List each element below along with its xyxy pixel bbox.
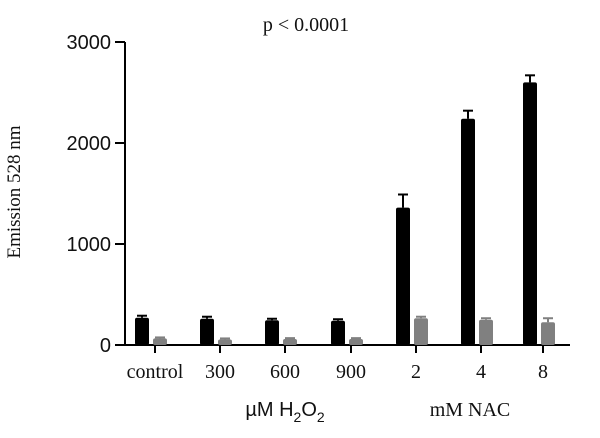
y-tick-label: 1000 — [67, 234, 112, 256]
bar-series-1 — [135, 317, 149, 345]
bar-series-1 — [396, 207, 410, 345]
bar-series-1 — [331, 320, 345, 345]
bars — [135, 74, 555, 346]
x-tick-label: 2 — [411, 361, 421, 383]
chart-title: p < 0.0001 — [263, 14, 349, 36]
bar-series-1 — [523, 82, 537, 346]
bar-series-2 — [414, 318, 428, 345]
y-tick-label: 3000 — [67, 32, 112, 54]
bar-series-1 — [461, 118, 475, 345]
x-tick-label: 900 — [336, 361, 366, 383]
x-tick-label: 300 — [205, 361, 235, 383]
y-tick-label: 0 — [100, 335, 111, 357]
bar-series-2 — [153, 338, 167, 345]
x-tick-label: 600 — [270, 361, 300, 383]
y-ticks: 0 1000 2000 3000 — [67, 32, 125, 357]
bar-series-2 — [283, 338, 297, 345]
bar-series-2 — [541, 322, 555, 345]
y-tick-label: 2000 — [67, 133, 112, 155]
x-tick-label: 4 — [476, 361, 486, 383]
bar-series-1 — [265, 320, 279, 345]
x-tick-labels: control 300 600 900 2 4 8 — [127, 345, 548, 383]
bar-series-2 — [218, 339, 232, 345]
bar-series-2 — [479, 319, 493, 345]
x-tick-label: 8 — [538, 361, 548, 383]
group-label-nac: mM NAC — [430, 399, 511, 421]
bar-series-2 — [349, 338, 363, 345]
x-tick-label: control — [127, 361, 184, 383]
bar-series-1 — [200, 318, 214, 345]
group-label-h2o2: µM H2O2 — [245, 399, 325, 425]
axes — [124, 42, 570, 346]
y-axis-label: Emission 528 nm — [4, 125, 25, 258]
